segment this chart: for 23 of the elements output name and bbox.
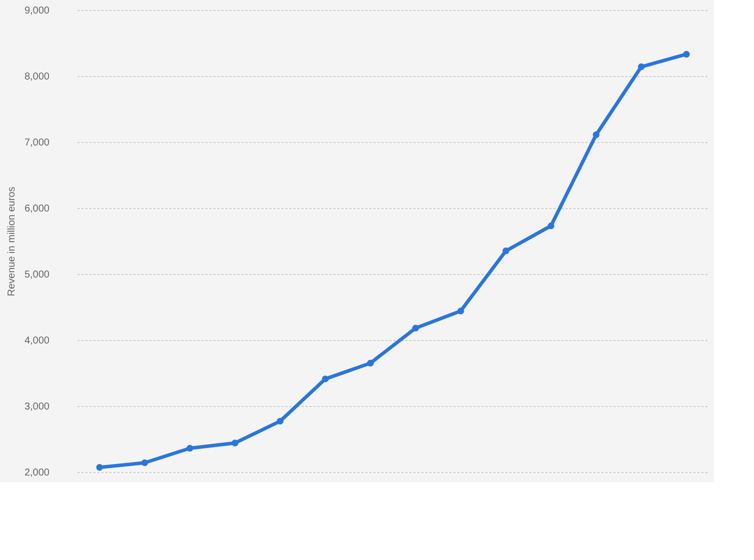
point — [548, 222, 554, 230]
point — [322, 376, 329, 382]
point — [502, 248, 510, 254]
y-tick-label: 6,000 — [24, 204, 50, 214]
point — [367, 360, 374, 366]
point — [412, 324, 419, 332]
y-tick-label: 3,000 — [24, 402, 50, 412]
y-axis-title: Revenue in million euros — [6, 186, 18, 296]
y-tick-label: 8,000 — [24, 72, 50, 82]
y-tick-label: 9,000 — [24, 6, 50, 16]
point — [141, 459, 148, 466]
y-tick-label: 7,000 — [24, 138, 50, 148]
point — [592, 131, 600, 138]
point — [186, 444, 194, 452]
point — [232, 440, 238, 446]
point — [457, 308, 464, 314]
y-tick-label: 5,000 — [24, 270, 50, 280]
point — [683, 50, 690, 58]
point — [638, 63, 645, 70]
y-tick-label: 4,000 — [24, 336, 50, 346]
point — [96, 464, 103, 471]
y-tick-label: 2,000 — [24, 468, 50, 478]
point — [276, 418, 284, 425]
